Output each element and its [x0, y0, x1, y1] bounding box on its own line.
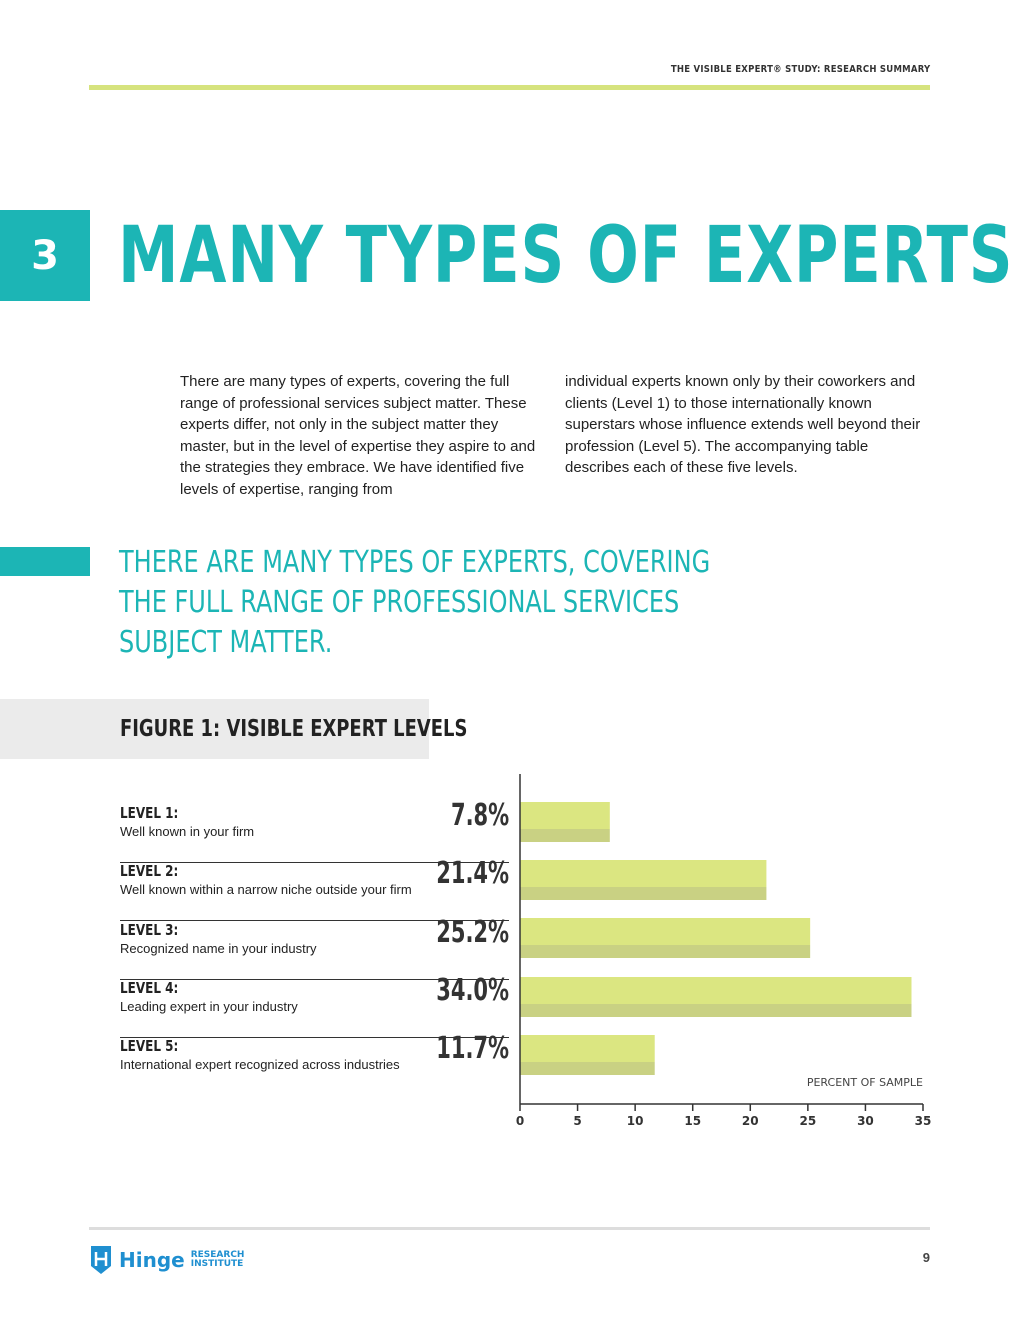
- x-tick-label: 30: [857, 1114, 874, 1128]
- section-number-badge: 3: [0, 210, 90, 301]
- x-tick-label: 0: [516, 1114, 524, 1128]
- section-title: MANY TYPES OF EXPERTS: [118, 211, 1014, 301]
- bar-3-shadow: [520, 945, 811, 958]
- pull-quote-accent-bar: [0, 547, 90, 576]
- bar-4-shadow: [520, 1004, 912, 1017]
- bar-4: [520, 977, 912, 1004]
- figure-title: FIGURE 1: VISIBLE EXPERT LEVELS: [120, 716, 468, 742]
- x-tick-label: 5: [573, 1114, 581, 1128]
- level-row: LEVEL 4: Leading expert in your industry…: [120, 973, 509, 1038]
- logo-sub-line-2: INSTITUTE: [190, 1259, 244, 1269]
- level-value-label: 7.8%: [450, 798, 509, 833]
- x-tick-label: 25: [800, 1114, 817, 1128]
- figure-title-box: [0, 699, 429, 759]
- x-axis-label: PERCENT OF SAMPLE: [807, 1076, 923, 1089]
- level-value-label: 11.7%: [436, 1031, 509, 1066]
- bar-5: [520, 1035, 655, 1062]
- bar-2: [520, 860, 767, 887]
- level-value-label: 25.2%: [436, 915, 509, 950]
- logo-sub-line-1: RESEARCH: [190, 1250, 245, 1260]
- level-description: Recognized name in your industry: [120, 941, 317, 956]
- x-tick-label: 20: [742, 1114, 759, 1128]
- header-rule: [89, 85, 930, 90]
- level-description: Well known in your firm: [120, 824, 255, 839]
- bar-3: [520, 918, 811, 945]
- level-name: LEVEL 2:: [120, 862, 179, 880]
- level-row: LEVEL 2: Well known within a narrow nich…: [120, 856, 509, 921]
- x-tick-label: 15: [684, 1114, 701, 1128]
- footer-rule: [89, 1227, 930, 1230]
- pull-quote: THERE ARE MANY TYPES OF EXPERTS, COVERIN…: [119, 545, 711, 660]
- logo-wordmark: Hinge: [119, 1248, 185, 1272]
- level-value-label: 34.0%: [436, 973, 509, 1008]
- level-description: Leading expert in your industry: [120, 999, 298, 1014]
- level-name: LEVEL 1:: [120, 804, 179, 822]
- bar-chart: 0 5 10 15 20 25 30 35 PERCENT OF SAMPLE: [516, 774, 932, 1128]
- level-row: LEVEL 1: Well known in your firm 7.8%: [120, 798, 509, 863]
- bar-2-shadow: [520, 887, 767, 900]
- body-column-1: There are many types of experts, coverin…: [180, 373, 536, 498]
- level-name: LEVEL 5:: [120, 1037, 179, 1055]
- level-description: International expert recognized across i…: [120, 1057, 400, 1072]
- level-description: Well known within a narrow niche outside…: [120, 882, 412, 897]
- bar-1: [520, 802, 610, 829]
- level-row: LEVEL 3: Recognized name in your industr…: [120, 915, 509, 980]
- running-header: THE VISIBLE EXPERT® STUDY: RESEARCH SUMM…: [670, 64, 930, 75]
- hinge-logo: Hinge RESEARCH INSTITUTE: [89, 1244, 244, 1276]
- page-number: 9: [922, 1250, 930, 1265]
- x-tick-label: 10: [627, 1114, 644, 1128]
- hinge-shield-icon: [91, 1246, 111, 1274]
- bar-1-shadow: [520, 829, 610, 842]
- level-name: LEVEL 4:: [120, 979, 179, 997]
- bar-5-shadow: [520, 1062, 655, 1075]
- level-value-label: 21.4%: [436, 856, 509, 891]
- logo-subtitle: RESEARCH INSTITUTE: [191, 1251, 245, 1269]
- body-column-2: individual experts known only by their c…: [565, 373, 921, 477]
- level-row: LEVEL 5: International expert recognized…: [120, 1031, 509, 1095]
- x-tick-label: 35: [915, 1114, 932, 1128]
- level-name: LEVEL 3:: [120, 921, 179, 939]
